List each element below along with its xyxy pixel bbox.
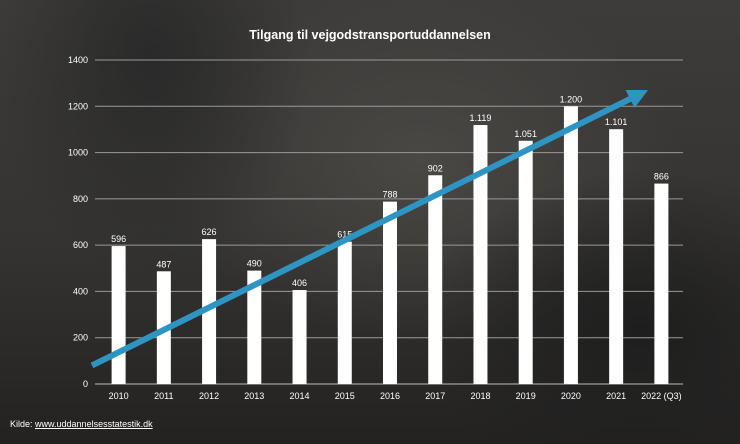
y-tick-label: 0 xyxy=(83,379,88,389)
x-tick-label: 2011 xyxy=(154,391,173,401)
y-tick-label: 400 xyxy=(73,286,88,296)
data-label: 1.200 xyxy=(560,94,583,104)
x-tick-label: 2015 xyxy=(335,391,355,401)
x-tick-label: 2018 xyxy=(470,391,490,401)
x-tick-label: 2020 xyxy=(561,391,581,401)
data-label: 788 xyxy=(382,190,397,200)
x-tick-label: 2019 xyxy=(516,391,536,401)
x-tick-label: 2022 (Q3) xyxy=(641,391,682,401)
source-label: Kilde: xyxy=(10,419,33,429)
x-tick-label: 2021 xyxy=(606,391,626,401)
x-tick-label: 2012 xyxy=(199,391,219,401)
trend-arrow-head xyxy=(625,90,648,108)
trend-arrow-line xyxy=(90,96,632,369)
y-tick-label: 600 xyxy=(73,240,88,250)
source-note: Kilde: www.uddannelsesstatestik.dk xyxy=(10,419,153,429)
y-tick-label: 1200 xyxy=(68,101,88,111)
data-label: 406 xyxy=(292,278,307,288)
x-tick-label: 2010 xyxy=(109,391,129,401)
bar xyxy=(518,140,533,384)
y-tick-label: 200 xyxy=(73,333,88,343)
bar xyxy=(247,270,262,384)
data-label: 902 xyxy=(428,163,443,173)
bar xyxy=(111,246,126,384)
bar xyxy=(202,239,217,384)
x-tick-label: 2014 xyxy=(290,391,310,401)
x-tick-label: 2016 xyxy=(380,391,400,401)
source-link[interactable]: www.uddannelsesstatestik.dk xyxy=(35,419,153,429)
data-label: 615 xyxy=(337,230,352,240)
y-tick-label: 800 xyxy=(73,194,88,204)
y-tick-label: 1000 xyxy=(68,148,88,158)
bar xyxy=(383,201,397,384)
data-label: 490 xyxy=(247,259,262,269)
bar xyxy=(292,290,307,384)
data-label: 626 xyxy=(202,227,217,237)
data-label: 1.051 xyxy=(514,129,537,139)
x-tick-label: 2017 xyxy=(425,391,445,401)
bar xyxy=(428,175,443,384)
data-label: 1.119 xyxy=(470,113,492,123)
y-tick-label: 1400 xyxy=(68,55,88,65)
chart-title: Tilgang til vejgodstransportuddannelsen xyxy=(249,28,490,42)
data-label: 1.101 xyxy=(605,117,628,127)
data-label: 596 xyxy=(111,234,126,244)
bar xyxy=(654,183,669,384)
bar xyxy=(337,241,352,384)
bar xyxy=(609,129,624,384)
x-tick-label: 2013 xyxy=(244,391,264,401)
data-label: 866 xyxy=(654,172,669,182)
bar xyxy=(473,125,488,384)
data-label: 487 xyxy=(156,259,171,269)
bar xyxy=(563,106,578,385)
